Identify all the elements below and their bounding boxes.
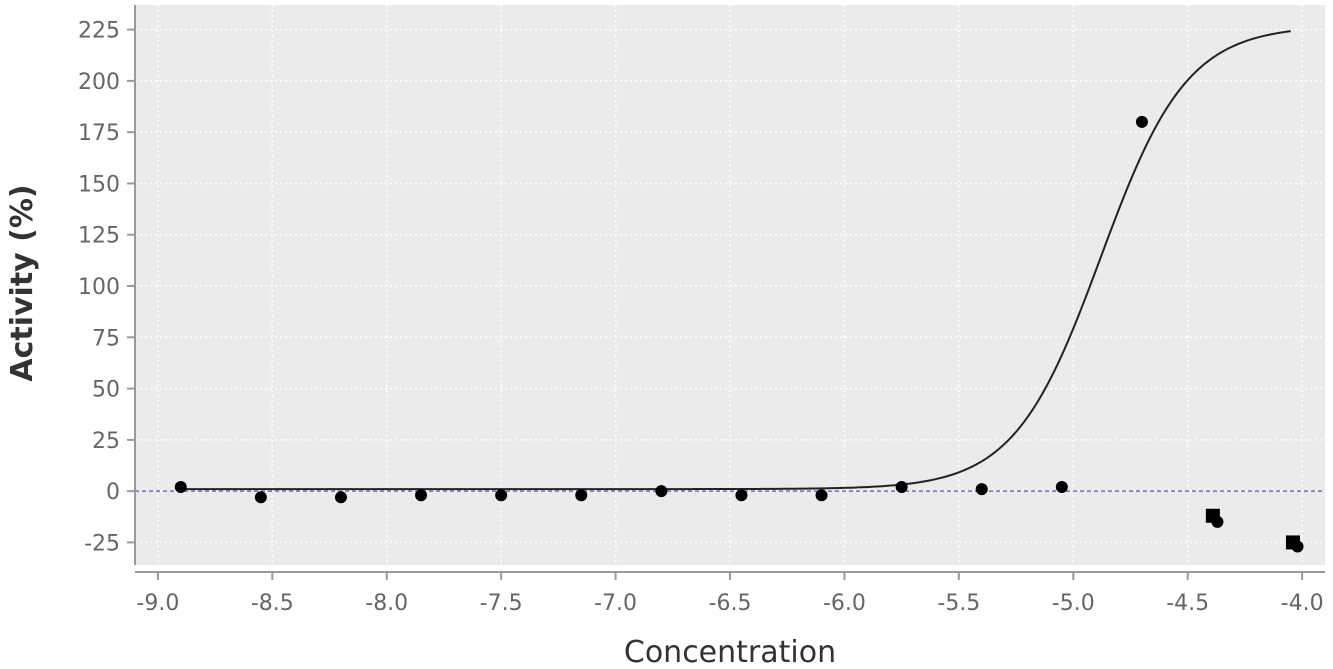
data-point	[735, 489, 748, 502]
data-point	[895, 481, 908, 494]
x-tick-label: -7.5	[480, 591, 523, 616]
x-tick-label: -5.5	[937, 591, 980, 616]
x-tick-label: -4.0	[1281, 591, 1324, 616]
x-tick-label: -6.0	[823, 591, 866, 616]
x-tick-label: -8.0	[365, 591, 408, 616]
y-axis-title: Activity (%)	[5, 184, 40, 381]
data-point	[575, 489, 588, 502]
data-point	[655, 485, 668, 498]
x-tick-label: -8.5	[251, 591, 294, 616]
y-axis-ticks: 225 200 175 150 125 100 75 50 25 0 -25	[78, 19, 135, 556]
x-tick-label: -6.5	[709, 591, 752, 616]
y-tick-label: -25	[84, 531, 120, 556]
x-tick-label: -7.0	[594, 591, 637, 616]
y-tick-label: 150	[78, 172, 120, 197]
y-tick-label: 25	[92, 429, 120, 454]
data-point	[334, 491, 347, 504]
y-tick-label: 125	[78, 224, 120, 249]
data-point	[174, 481, 187, 494]
x-tick-label: -5.0	[1052, 591, 1095, 616]
x-tick-label: -9.0	[136, 591, 179, 616]
data-point	[1055, 481, 1068, 494]
y-tick-label: 0	[106, 480, 120, 505]
x-axis-title: Concentration	[624, 635, 836, 669]
data-point	[254, 491, 267, 504]
x-axis-ticks: -9.0 -8.5 -8.0 -7.5 -7.0 -6.5 -6.0 -5.5 -5.0 -4.5…	[136, 572, 1324, 616]
data-point-square	[1205, 508, 1220, 523]
fit-curve	[180, 30, 1291, 491]
data-point-square	[1285, 535, 1300, 550]
y-tick-label: 175	[78, 121, 120, 146]
x-tick-label: -4.5	[1166, 591, 1209, 616]
data-point	[975, 483, 988, 496]
data-point	[1135, 115, 1148, 128]
y-tick-label: 75	[92, 326, 120, 351]
y-tick-label: 200	[78, 70, 120, 95]
y-tick-label: 100	[78, 275, 120, 300]
data-point	[815, 489, 828, 502]
data-points	[174, 115, 1304, 553]
y-tick-label: 50	[92, 378, 120, 403]
y-tick-label: 225	[78, 19, 120, 44]
data-point	[415, 489, 428, 502]
data-point	[495, 489, 508, 502]
